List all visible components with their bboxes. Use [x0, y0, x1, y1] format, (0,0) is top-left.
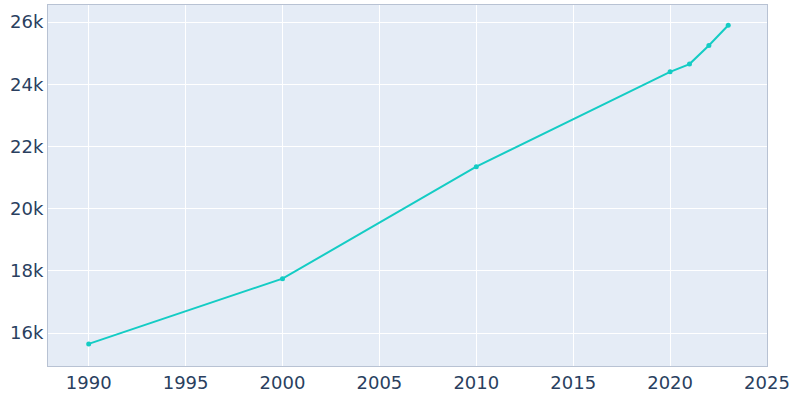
- svg-text:1995: 1995: [163, 372, 209, 393]
- svg-text:2010: 2010: [453, 372, 499, 393]
- svg-text:2015: 2015: [550, 372, 596, 393]
- svg-text:16k: 16k: [10, 322, 44, 343]
- svg-text:1990: 1990: [66, 372, 112, 393]
- svg-text:2025: 2025: [744, 372, 790, 393]
- svg-text:2000: 2000: [260, 372, 306, 393]
- svg-text:26k: 26k: [10, 11, 44, 32]
- svg-text:2005: 2005: [356, 372, 402, 393]
- svg-text:18k: 18k: [10, 260, 44, 281]
- svg-text:20k: 20k: [10, 198, 44, 219]
- svg-text:24k: 24k: [10, 74, 44, 95]
- svg-text:2020: 2020: [647, 372, 693, 393]
- svg-text:22k: 22k: [10, 136, 44, 157]
